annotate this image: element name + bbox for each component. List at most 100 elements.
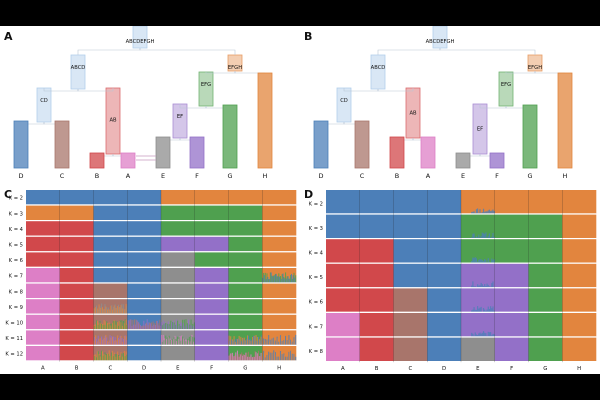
admix-strip: [259, 340, 261, 345]
pop-label-d-a: A: [341, 366, 345, 372]
admix-strip: [107, 309, 109, 314]
struct-c-k12-F: [194, 346, 229, 361]
admix-strip: [241, 352, 243, 361]
admix-strip: [96, 308, 98, 314]
admix-strip: [107, 324, 109, 330]
admix-strip: [118, 339, 120, 345]
admix-strip: [118, 320, 120, 330]
admix-strip: [262, 340, 264, 345]
admix-spike: [484, 211, 486, 214]
admix-strip: [171, 322, 173, 330]
admix-strip: [181, 322, 183, 330]
admix-strip: [129, 319, 131, 330]
admix-strip: [283, 339, 285, 345]
admix-strip: [253, 356, 255, 361]
struct-c-k7-F: [194, 268, 229, 283]
admix-spike: [484, 332, 486, 337]
admix-strip: [121, 337, 123, 345]
admix-strip: [95, 354, 97, 361]
admix-strip: [187, 338, 189, 345]
admix-strip: [164, 338, 166, 345]
admix-strip: [100, 338, 102, 345]
admix-strip: [292, 337, 294, 345]
admix-strip: [93, 340, 95, 345]
struct-d-k6-B: [359, 288, 394, 312]
admix-spike: [488, 332, 491, 337]
admix-spike: [472, 333, 474, 337]
admix-strip: [231, 353, 233, 361]
admix-strip: [246, 352, 248, 361]
struct-c-k12-B: [59, 346, 94, 361]
admix-spike: [474, 332, 476, 337]
admix-strip: [259, 356, 261, 361]
admix-strip: [272, 276, 274, 283]
admix-strip: [268, 279, 270, 283]
admix-strip: [247, 335, 249, 345]
admix-strip: [146, 319, 148, 330]
admix-spike: [488, 261, 491, 263]
admix-strip: [165, 322, 167, 330]
struct-d-k4-G: [528, 239, 563, 263]
admix-strip: [125, 319, 127, 330]
admix-strip: [112, 336, 114, 345]
admix-strip: [130, 319, 132, 330]
admix-strip: [187, 323, 189, 330]
struct-d-k4-C: [393, 239, 428, 263]
pop-label-d-f: F: [510, 366, 513, 372]
admix-strip: [280, 278, 282, 283]
admix-strip: [102, 309, 104, 314]
leaf-c-bar: [54, 120, 70, 169]
leaf-f-label: F: [195, 172, 199, 180]
admix-strip: [168, 335, 170, 345]
admix-spike: [480, 259, 482, 263]
connector-efgh-h: [234, 71, 265, 74]
struct-c-k5-H: [262, 236, 297, 252]
struct-c-k5-A: [26, 236, 61, 252]
struct-d-k8-D: [427, 337, 462, 361]
struct-c-k12-E: [161, 346, 196, 361]
struct-c-k5-C: [93, 236, 128, 252]
leaf-e-label: E: [461, 172, 465, 180]
admix-strip: [97, 309, 99, 314]
admix-strip: [137, 321, 139, 330]
admix-strip: [114, 337, 116, 345]
admix-spike: [472, 309, 474, 312]
admix-strip: [270, 336, 272, 345]
admix-strip: [265, 279, 267, 283]
struct-d-k5-G: [528, 263, 563, 288]
admix-strip: [289, 340, 291, 345]
admix-strip: [108, 309, 110, 314]
admix-strip: [183, 338, 185, 345]
struct-c-k11-F: [194, 330, 229, 345]
admix-strip: [233, 356, 235, 361]
pop-label-d-b: B: [375, 366, 379, 372]
leaf-f-label: F: [495, 172, 499, 180]
admix-spike: [481, 212, 483, 214]
struct-d-k2-A: [326, 190, 361, 214]
admix-strip: [162, 334, 164, 345]
leaf-f-bar: [189, 136, 205, 169]
node-ab-label: AB: [109, 118, 117, 124]
struct-c-k3-C: [93, 205, 128, 220]
struct-d-k5-H: [562, 263, 597, 288]
admix-strip: [238, 335, 240, 345]
struct-d-k4-E: [461, 239, 496, 263]
admix-strip: [269, 341, 271, 345]
admix-strip: [295, 334, 297, 345]
admix-spike: [487, 210, 489, 214]
struct-d-k6-A: [326, 288, 361, 312]
admix-spike: [474, 286, 476, 288]
node-ab-label: AB: [409, 111, 417, 117]
admix-strip: [173, 336, 175, 345]
struct-c-k3-B: [59, 205, 94, 220]
admix-strip: [141, 326, 143, 330]
admix-strip: [253, 335, 255, 345]
admix-spike: [490, 211, 492, 214]
admix-strip: [158, 325, 160, 330]
admix-strip: [257, 353, 259, 361]
struct-c-k4-C: [93, 221, 128, 236]
admix-strip: [109, 335, 111, 345]
connector-abcdefgh-efgh: [139, 48, 236, 55]
admix-strip: [277, 357, 279, 361]
